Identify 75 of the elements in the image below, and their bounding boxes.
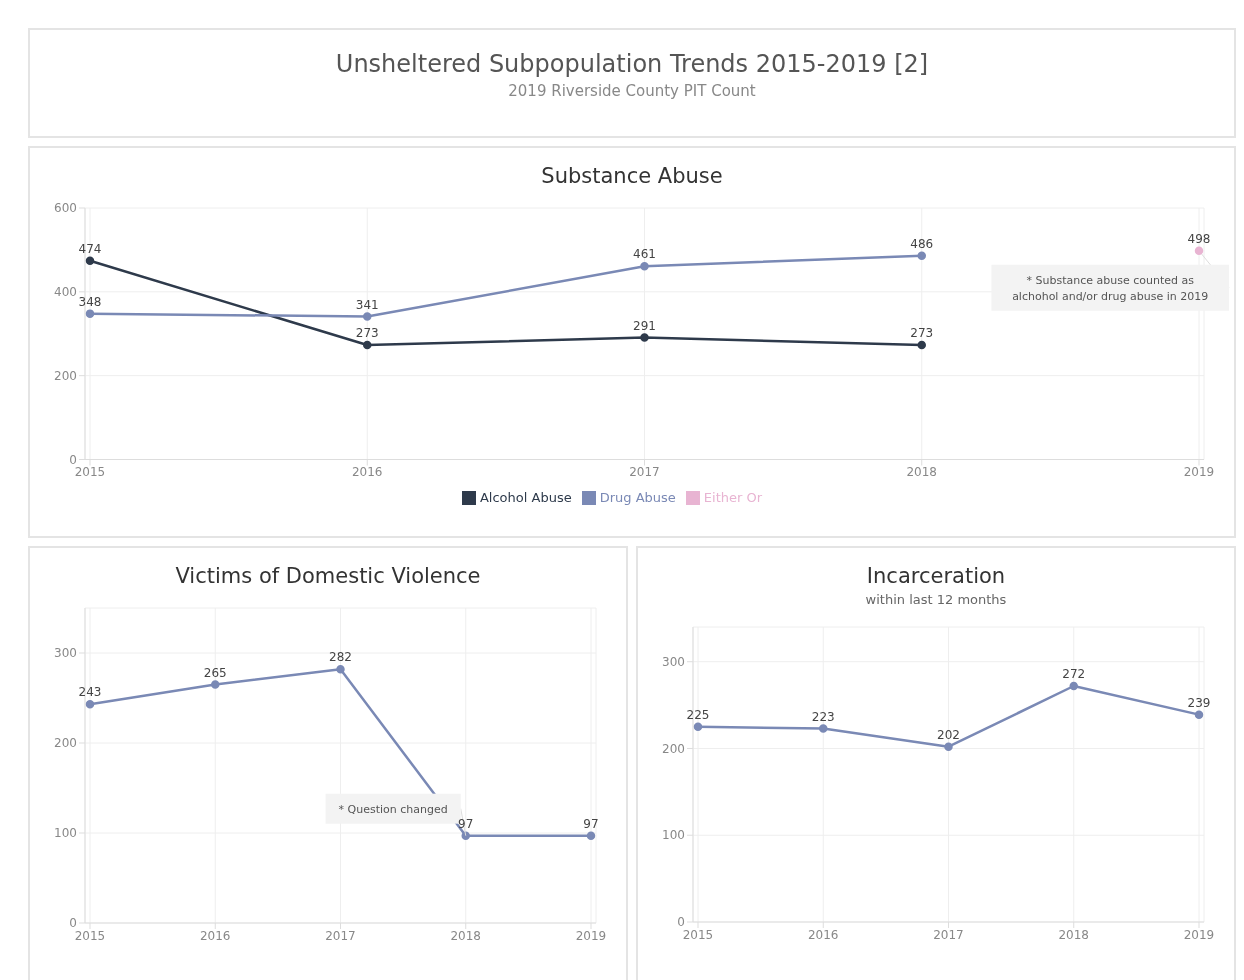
- data-label: 461: [633, 247, 656, 262]
- point: [917, 340, 926, 350]
- data-label: 498: [1187, 231, 1211, 246]
- data-label: 97: [583, 816, 599, 831]
- chart-title: Victims of Domestic Violence: [174, 564, 482, 588]
- data-label: 225: [686, 707, 710, 722]
- point: [85, 256, 95, 266]
- data-label: 272: [1062, 667, 1086, 681]
- data-label: 282: [329, 650, 352, 665]
- data-label: 273: [355, 326, 379, 341]
- point: [1194, 246, 1204, 256]
- data-label: 202: [937, 727, 960, 742]
- data-label: 474: [78, 241, 102, 256]
- point: [336, 664, 345, 674]
- x-tick-label: 2015: [74, 928, 106, 943]
- x-tick-label: 2017: [933, 927, 964, 942]
- point: [944, 742, 953, 751]
- point: [640, 333, 649, 342]
- y-tick-label: 200: [662, 741, 685, 756]
- point: [363, 340, 372, 350]
- x-tick-label: 2016: [351, 465, 383, 480]
- point: [85, 309, 95, 318]
- y-tick-label: 100: [54, 826, 77, 841]
- y-tick-label: 300: [54, 646, 77, 661]
- point: [211, 680, 220, 689]
- x-tick-label: 2015: [74, 465, 106, 480]
- point: [1194, 710, 1204, 719]
- annotation: * Substance abuse counted as alchohol and/or drug abuse in 2019: [1012, 273, 1209, 303]
- data-label: 223: [811, 709, 835, 724]
- x-tick-label: 2017: [325, 928, 356, 943]
- x-tick-label: 2015: [682, 927, 714, 942]
- y-tick-label: 200: [54, 736, 77, 751]
- data-label: 239: [1187, 695, 1211, 710]
- x-tick-label: 2018: [450, 928, 482, 943]
- x-tick-label: 2018: [1058, 927, 1090, 942]
- data-label: 243: [78, 685, 102, 700]
- x-tick-label: 2019: [1183, 927, 1215, 942]
- y-tick-label: 200: [54, 368, 77, 383]
- data-label: 97: [458, 816, 474, 831]
- data-label: 265: [203, 665, 227, 680]
- x-tick-label: 2016: [807, 927, 839, 942]
- y-tick-label: 100: [662, 828, 685, 843]
- chart-title: Substance Abuse: [540, 164, 724, 188]
- y-tick-label: 0: [677, 915, 685, 930]
- data-label: 341: [355, 297, 379, 312]
- text: 2019 Riverside County PIT Count: [507, 82, 757, 100]
- data-label: 348: [78, 294, 102, 309]
- legend-label: Drug Abuse: [599, 489, 676, 505]
- x-tick-label: 2019: [1183, 465, 1215, 480]
- chart-title: Incarceration: [865, 564, 1007, 588]
- annotation: * Question changed: [338, 802, 448, 816]
- point: [586, 831, 596, 840]
- chart-subtitle: within last 12 months: [864, 592, 1008, 607]
- point: [693, 722, 703, 732]
- point: [363, 312, 372, 321]
- point: [819, 724, 828, 733]
- x-tick-label: 2017: [629, 465, 660, 480]
- legend-label: Either Or: [703, 489, 763, 505]
- x-tick-label: 2016: [199, 928, 231, 943]
- point: [1069, 681, 1078, 691]
- y-tick-label: 0: [69, 916, 77, 931]
- data-label: 273: [910, 326, 934, 341]
- y-tick-label: 600: [54, 201, 77, 216]
- data-label: 291: [633, 318, 656, 333]
- text: Unsheltered Subpopulation Trends 2015-2019 [2]: [334, 50, 930, 78]
- point: [85, 700, 95, 709]
- x-tick-label: 2019: [575, 928, 607, 943]
- y-tick-label: 400: [54, 285, 77, 300]
- y-tick-label: 0: [69, 452, 77, 467]
- point: [640, 262, 649, 271]
- data-label: 486: [910, 236, 934, 251]
- legend-label: Alcohol Abuse: [479, 489, 572, 505]
- y-tick-label: 300: [662, 654, 685, 669]
- point: [917, 251, 926, 261]
- x-tick-label: 2018: [906, 465, 938, 480]
